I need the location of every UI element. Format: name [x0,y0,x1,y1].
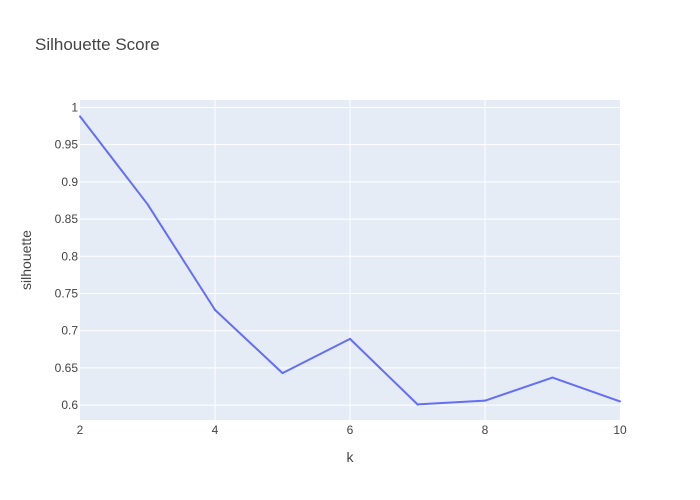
data-point [146,203,149,206]
x-axis-label: k [347,449,355,465]
y-tick-label: 0.7 [61,324,78,338]
x-tick-label: 10 [613,423,627,437]
x-tick-label: 6 [347,423,354,437]
data-point [214,308,216,311]
data-point [349,337,351,340]
y-tick-label: 0.65 [55,361,79,375]
data-point [416,403,419,406]
chart-title: Silhouette Score [35,35,160,54]
y-tick-label: 0.85 [55,212,79,226]
data-point [484,399,486,402]
grid-lines [80,100,620,420]
x-tick-label: 2 [77,423,84,437]
y-tick-label: 0.95 [55,138,79,152]
y-tick-label: 0.9 [61,175,78,189]
y-axis-ticks: 0.6 0.65 0.7 0.75 0.8 0.85 0.9 0.95 1 [55,100,79,412]
data-point [79,115,81,118]
data-point [551,376,554,379]
x-tick-label: 8 [482,423,489,437]
data-point [281,372,284,375]
series-group [79,115,621,406]
x-axis-ticks: 2 4 6 8 10 [77,423,627,437]
y-tick-label: 0.75 [55,286,79,300]
y-tick-label: 1 [71,100,78,114]
x-tick-label: 4 [212,423,219,437]
y-tick-label: 0.8 [61,249,78,263]
y-axis-label: silhouette [18,230,34,290]
y-tick-label: 0.6 [61,398,78,412]
data-point [619,400,621,403]
